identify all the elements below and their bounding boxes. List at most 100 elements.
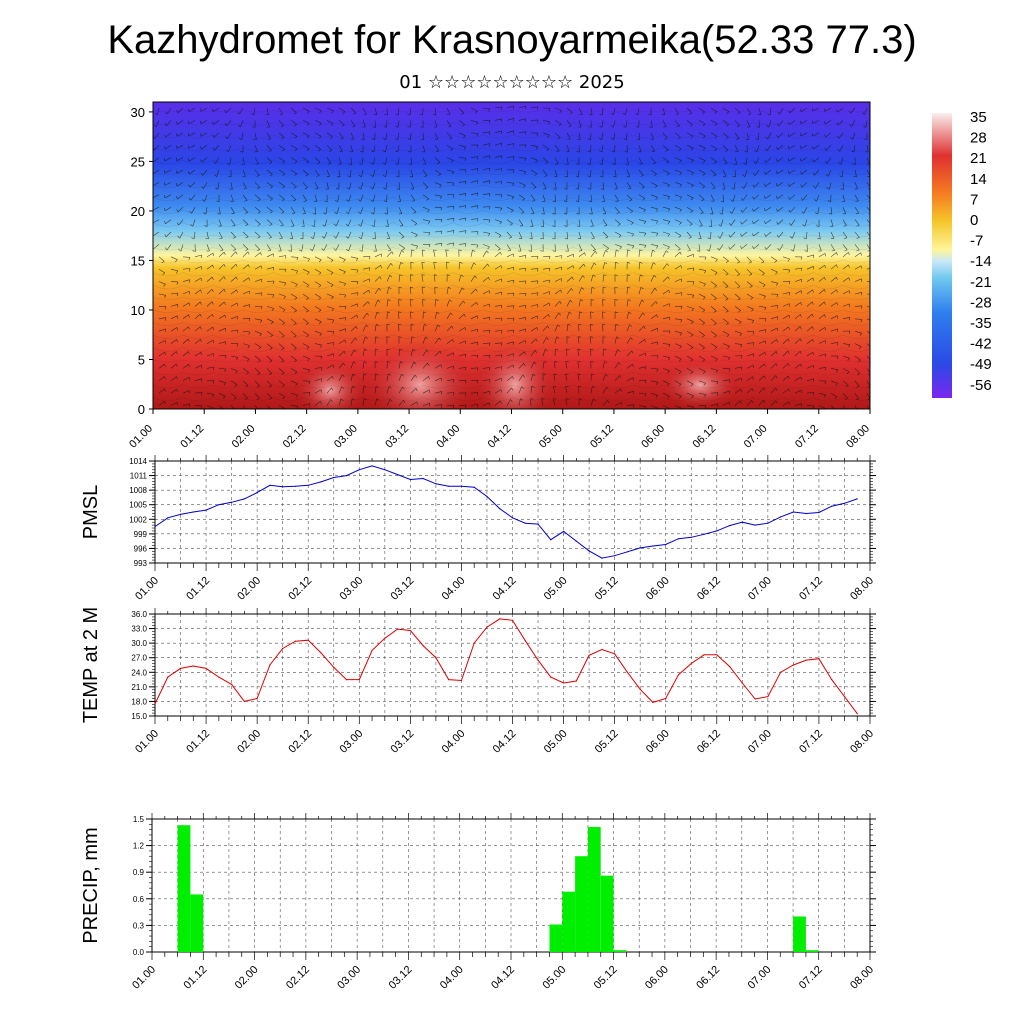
data-point (345, 475, 348, 477)
wind-barb-flag (788, 145, 790, 149)
wind-barb (314, 107, 322, 111)
wind-barb (768, 120, 772, 128)
wind-barb-flag (666, 172, 670, 176)
wind-barb-flag (269, 360, 273, 363)
wind-barb-flag (223, 289, 226, 293)
wind-barb-flag (751, 400, 754, 404)
wind-barb-flag (725, 273, 729, 276)
data-point (473, 486, 475, 488)
wind-barb-flag (692, 295, 695, 298)
wind-barb (830, 231, 835, 239)
wind-barb-flag (188, 132, 190, 137)
wind-barb-flag (851, 150, 855, 153)
wind-barb-flag (281, 372, 285, 375)
wind-barb (338, 386, 342, 394)
wind-barb (422, 324, 425, 332)
wind-barb-flag (344, 294, 347, 298)
wind-barb (218, 368, 227, 370)
wind-barb (662, 276, 669, 282)
wind-barb (698, 343, 705, 348)
wind-barb-flag (269, 347, 273, 350)
wind-barb-flag (716, 392, 719, 396)
wind-barb (674, 120, 680, 126)
wind-barb-flag (752, 365, 754, 369)
wind-barb (565, 398, 568, 406)
wind-barb (372, 194, 376, 202)
wind-barb-flag (319, 110, 322, 114)
wind-barb (470, 392, 478, 394)
wind-barb-flag (679, 184, 682, 188)
wind-barb-flag (309, 392, 311, 396)
wind-barb-flag (401, 373, 404, 377)
wind-barb-flag (238, 124, 241, 128)
wind-barb-flag (849, 124, 852, 127)
wind-barb-flag (332, 331, 335, 335)
wind-barb-flag (590, 299, 595, 301)
wind-barb (338, 157, 342, 165)
wind-barb-flag (306, 334, 309, 338)
wind-barb-flag (599, 125, 603, 128)
wind-barb-flag (375, 336, 379, 339)
wind-barb (192, 219, 196, 227)
wind-barb-flag (223, 382, 226, 386)
wind-barb-flag (395, 125, 399, 128)
wind-barb (830, 252, 837, 258)
wind-barb (566, 107, 573, 113)
wind-barb (266, 157, 273, 163)
wind-barb-flag (161, 261, 165, 264)
wind-barb-flag (536, 146, 539, 150)
wind-barb (410, 388, 417, 394)
wind-barb (182, 364, 189, 369)
wind-barb (770, 387, 777, 394)
wind-barb (614, 262, 616, 270)
wind-barb-flag (281, 137, 285, 140)
wind-barb-flag (201, 392, 203, 396)
wind-barb-flag (376, 324, 379, 326)
wind-barb (638, 169, 644, 176)
wind-barb (686, 355, 694, 361)
wind-barb (176, 169, 184, 174)
xtick-label: 06.12 (694, 964, 722, 992)
wind-barb-flag (223, 276, 226, 280)
wind-barb (176, 157, 184, 161)
wind-barb (614, 249, 617, 257)
wind-barb-flag (257, 360, 261, 363)
wind-barb (626, 350, 632, 357)
wind-barb-flag (256, 398, 260, 400)
wind-barb (326, 157, 332, 164)
wind-barb (338, 169, 341, 177)
wind-barb-flag (307, 369, 311, 373)
wind-barb (446, 379, 454, 382)
wind-barb (410, 132, 412, 140)
heatmap-overlays (153, 105, 870, 409)
wind-barb (698, 207, 704, 213)
wind-barb-flag (351, 398, 355, 401)
wind-barb (374, 324, 377, 332)
wind-barb (866, 255, 870, 258)
data-point (435, 657, 437, 659)
wind-barb-flag (623, 138, 627, 141)
wind-barb (698, 355, 706, 360)
wind-barb-flag (321, 248, 324, 251)
wind-barb-flag (776, 134, 779, 138)
wind-barb (338, 339, 346, 344)
wind-barb (398, 324, 400, 332)
wind-barb-flag (702, 147, 706, 151)
wind-barb (542, 120, 550, 123)
wind-barb (518, 255, 526, 258)
ytick-label: 0.6 (133, 895, 145, 904)
wind-barb-flag (620, 402, 622, 406)
wind-barb (434, 377, 442, 382)
wind-barb-flag (576, 213, 580, 215)
wind-barb-flag (293, 112, 297, 115)
series-line (154, 465, 858, 559)
wind-barb (782, 338, 789, 344)
xtick-label: 04.12 (491, 575, 519, 603)
wind-barb-flag (592, 274, 596, 277)
wind-barb (614, 324, 616, 332)
wind-barb (446, 157, 454, 161)
wind-barb-flag (415, 234, 418, 238)
wind-barb (602, 107, 604, 116)
wind-barb-flag (679, 222, 682, 225)
wind-barb-flag (836, 135, 840, 139)
